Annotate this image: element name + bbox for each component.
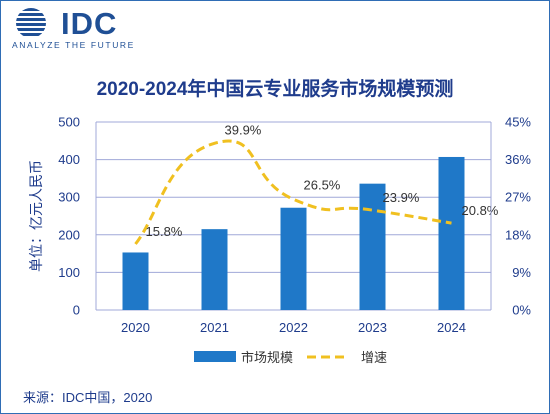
x-tick-label: 2022 — [279, 320, 308, 335]
axes: 0 100 200 300 400 500 0% 9% 18% 27% 36% 45% 单位：亿元人民币… — [28, 115, 531, 336]
x-tick-label: 2020 — [121, 320, 150, 335]
idc-globe-icon — [16, 8, 46, 36]
legend-bar-swatch — [194, 351, 236, 362]
y-tick-label: 400 — [58, 152, 80, 167]
y-axis-title: 单位：亿元人民币 — [28, 160, 44, 272]
y-tick-label: 200 — [58, 227, 80, 242]
bar-2024 — [438, 156, 465, 310]
x-tick-label: 2023 — [358, 320, 387, 335]
growth-label-2021: 39.9% — [225, 122, 262, 137]
bar-2023 — [359, 183, 386, 310]
y2-tick-label: 45% — [505, 115, 531, 130]
logo-tagline: ANALYZE THE FUTURE — [12, 40, 135, 50]
y-tick-label: 0 — [73, 303, 80, 318]
bar-2022 — [280, 207, 307, 310]
legend: 市场规模 增速 — [194, 350, 387, 365]
growth-line — [134, 139, 452, 245]
source-note: 来源：IDC中国，2020 — [23, 390, 153, 405]
bar-2021 — [201, 229, 228, 310]
legend-line-label: 增速 — [361, 350, 387, 365]
y2-tick-label: 18% — [505, 227, 531, 242]
y2-tick-label: 9% — [512, 265, 531, 280]
bar-2020 — [122, 252, 149, 310]
y2-tick-label: 0% — [512, 303, 531, 318]
y2-tick-label: 36% — [505, 152, 531, 167]
idc-logo: IDC ANALYZE THE FUTURE — [11, 6, 161, 57]
y-tick-label: 300 — [58, 190, 80, 205]
growth-label-2020: 15.8% — [146, 224, 183, 239]
x-tick-label: 2021 — [200, 320, 229, 335]
logo-wordmark: IDC — [61, 6, 118, 41]
data-labels: 15.8% 39.9% 26.5% 23.9% 20.8% — [146, 122, 499, 239]
x-tick-label: 2024 — [437, 320, 466, 335]
line-series — [134, 139, 452, 245]
chart-title: 2020-2024年中国云专业服务市场规模预测 — [96, 79, 454, 100]
growth-label-2024: 20.8% — [462, 203, 499, 218]
y-tick-label: 100 — [58, 265, 80, 280]
y-tick-label: 500 — [58, 115, 80, 130]
y2-tick-label: 27% — [505, 190, 531, 205]
legend-bar-label: 市场规模 — [241, 350, 293, 365]
growth-label-2022: 26.5% — [304, 177, 341, 192]
growth-label-2023: 23.9% — [383, 190, 420, 205]
bar-series — [122, 156, 465, 310]
